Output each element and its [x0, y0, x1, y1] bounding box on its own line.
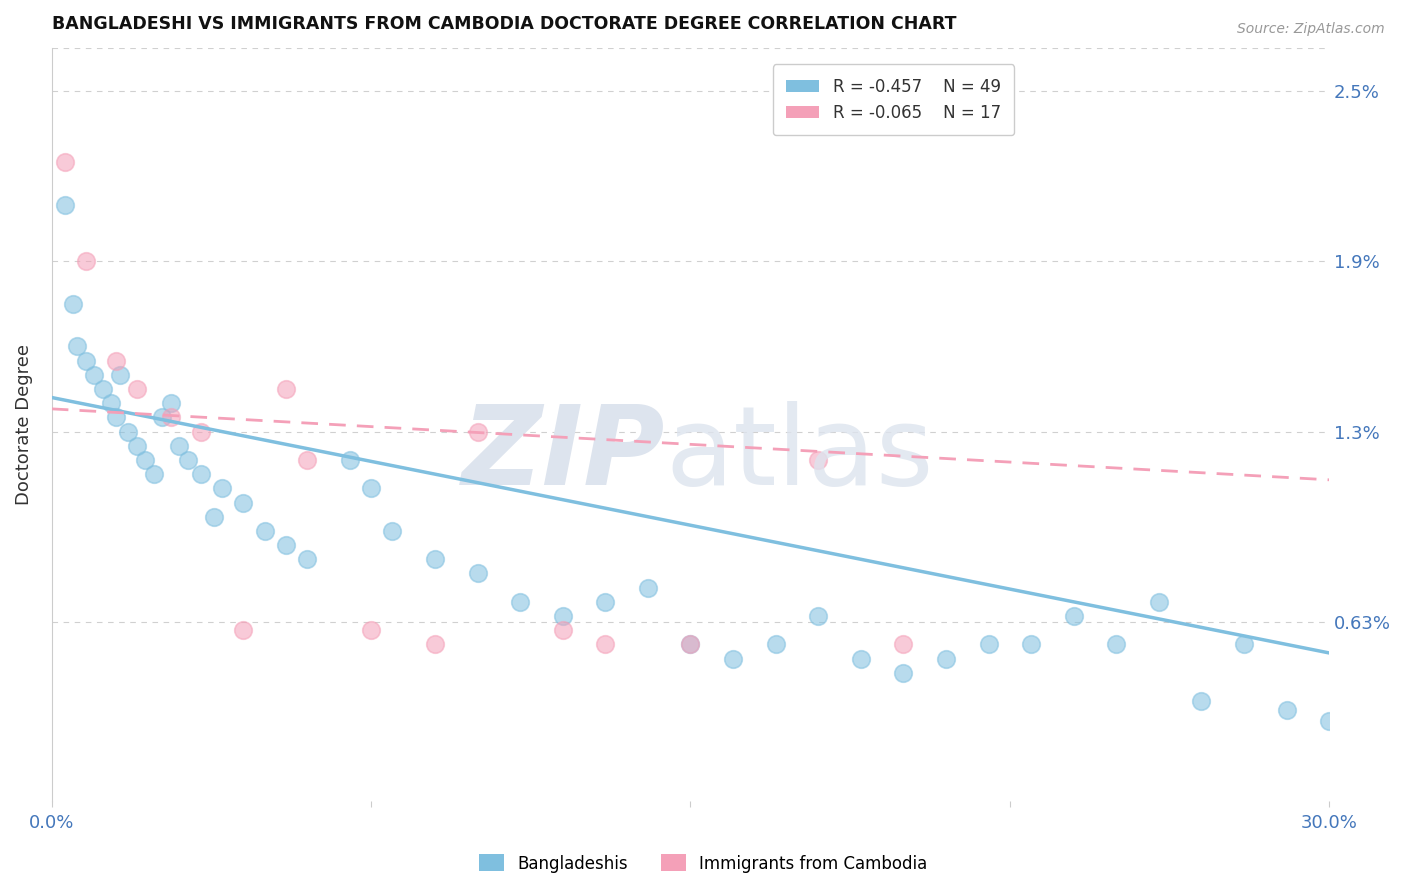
Legend: R = -0.457    N = 49, R = -0.065    N = 17: R = -0.457 N = 49, R = -0.065 N = 17 — [773, 64, 1014, 136]
Y-axis label: Doctorate Degree: Doctorate Degree — [15, 344, 32, 505]
Point — [232, 495, 254, 509]
Point — [274, 538, 297, 552]
Point — [104, 410, 127, 425]
Point — [891, 665, 914, 680]
Point — [360, 481, 382, 495]
Point — [1275, 703, 1298, 717]
Point — [100, 396, 122, 410]
Point — [1317, 714, 1340, 728]
Point — [721, 651, 744, 665]
Point — [53, 197, 76, 211]
Point — [1189, 694, 1212, 708]
Point — [1105, 637, 1128, 651]
Point — [53, 155, 76, 169]
Point — [274, 382, 297, 396]
Text: ZIP: ZIP — [461, 401, 665, 508]
Point — [134, 453, 156, 467]
Point — [104, 353, 127, 368]
Point — [423, 552, 446, 566]
Point — [1063, 609, 1085, 624]
Point — [891, 637, 914, 651]
Point — [765, 637, 787, 651]
Point — [509, 595, 531, 609]
Text: BANGLADESHI VS IMMIGRANTS FROM CAMBODIA DOCTORATE DEGREE CORRELATION CHART: BANGLADESHI VS IMMIGRANTS FROM CAMBODIA … — [52, 15, 956, 33]
Point — [152, 410, 174, 425]
Point — [117, 425, 139, 439]
Point — [125, 439, 148, 453]
Point — [381, 524, 404, 538]
Point — [75, 254, 97, 268]
Point — [637, 581, 659, 595]
Point — [849, 651, 872, 665]
Point — [202, 509, 225, 524]
Point — [551, 624, 574, 638]
Point — [253, 524, 276, 538]
Point — [91, 382, 114, 396]
Point — [1233, 637, 1256, 651]
Point — [551, 609, 574, 624]
Point — [125, 382, 148, 396]
Point — [211, 481, 233, 495]
Point — [1019, 637, 1042, 651]
Point — [977, 637, 1000, 651]
Point — [75, 353, 97, 368]
Point — [160, 396, 183, 410]
Point — [169, 439, 191, 453]
Point — [467, 425, 489, 439]
Text: atlas: atlas — [665, 401, 934, 508]
Point — [83, 368, 105, 382]
Point — [1147, 595, 1170, 609]
Point — [142, 467, 165, 482]
Point — [595, 637, 617, 651]
Legend: Bangladeshis, Immigrants from Cambodia: Bangladeshis, Immigrants from Cambodia — [472, 847, 934, 880]
Point — [62, 297, 84, 311]
Point — [467, 566, 489, 581]
Text: Source: ZipAtlas.com: Source: ZipAtlas.com — [1237, 22, 1385, 37]
Point — [423, 637, 446, 651]
Point — [679, 637, 702, 651]
Point — [190, 425, 212, 439]
Point — [679, 637, 702, 651]
Point — [297, 552, 319, 566]
Point — [807, 609, 830, 624]
Point — [339, 453, 361, 467]
Point — [595, 595, 617, 609]
Point — [935, 651, 957, 665]
Point — [160, 410, 183, 425]
Point — [177, 453, 200, 467]
Point — [66, 339, 89, 353]
Point — [232, 624, 254, 638]
Point — [190, 467, 212, 482]
Point — [360, 624, 382, 638]
Point — [108, 368, 131, 382]
Point — [297, 453, 319, 467]
Point — [807, 453, 830, 467]
